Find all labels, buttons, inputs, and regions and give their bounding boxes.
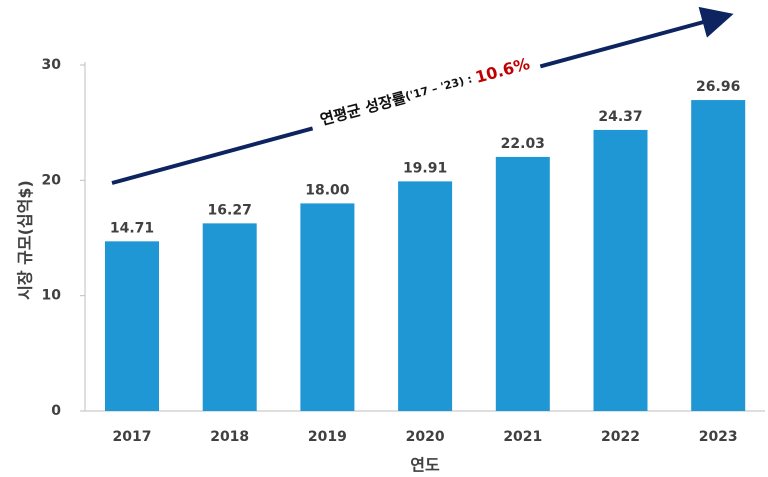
bar: [398, 181, 453, 411]
value-label: 16.27: [208, 202, 252, 218]
value-label: 24.37: [598, 109, 642, 125]
x-tick-label: 2022: [601, 429, 640, 445]
bar: [300, 203, 355, 411]
x-tick-label: 2018: [210, 429, 249, 445]
y-tick-label: 30: [42, 57, 62, 73]
value-label: 18.00: [305, 182, 350, 198]
y-tick-label: 20: [42, 172, 62, 188]
annotation-text: 연평균 성장률('17 – '23) :10.6%: [318, 54, 532, 129]
y-tick-label: 0: [51, 403, 61, 419]
bar: [495, 156, 550, 411]
value-label: 26.96: [696, 79, 740, 95]
x-tick-label: 2023: [699, 429, 738, 445]
annotation-bg: [307, 48, 543, 136]
bar: [202, 223, 257, 411]
x-tick-label: 2017: [113, 429, 152, 445]
y-tick-label: 10: [42, 288, 62, 304]
bar: [691, 100, 746, 411]
value-label: 19.91: [403, 160, 447, 176]
bar: [593, 129, 648, 411]
y-axis-label: 시장 규모(십억$): [16, 180, 35, 300]
value-label: 22.03: [501, 136, 545, 152]
annotation-label: 연평균 성장률: [318, 88, 408, 129]
annotation: 연평균 성장률('17 – '23) :10.6%: [307, 48, 543, 136]
x-tick-label: 2020: [406, 429, 445, 445]
value-label: 14.71: [110, 220, 154, 236]
x-tick-label: 2021: [503, 429, 542, 445]
x-tick-label: 2019: [308, 429, 347, 445]
x-axis-label: 연도: [410, 456, 440, 475]
bar: [105, 241, 159, 411]
